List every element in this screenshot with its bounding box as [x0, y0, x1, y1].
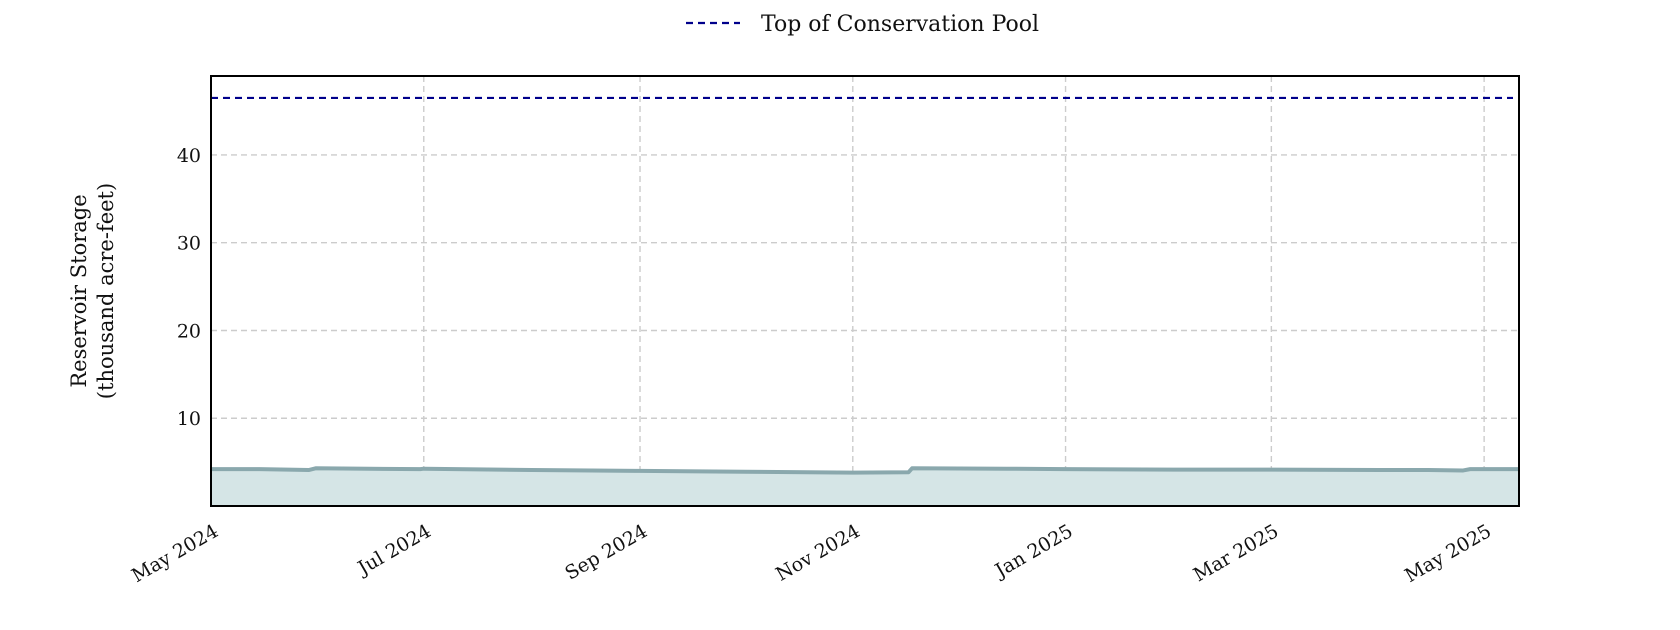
storage-line [211, 466, 1519, 475]
x-tick-label: Jan 2025 [990, 520, 1077, 583]
y-tick-label: 30 [177, 233, 201, 255]
x-tick-label: May 2025 [1401, 520, 1495, 587]
grid [210, 76, 1519, 506]
y-axis-title-line2: (thousand acre-feet) [94, 183, 118, 399]
y-axis-title: Reservoir Storage (thousand acre-feet) [67, 183, 118, 399]
legend: Top of Conservation Pool [686, 12, 1039, 37]
y-axis: 10 20 30 40 [177, 145, 201, 430]
y-axis-title-line1: Reservoir Storage [67, 194, 91, 387]
plot-frame [210, 75, 1520, 507]
y-tick-label: 10 [177, 408, 201, 430]
x-tick-label: Nov 2024 [772, 520, 864, 586]
x-tick-label: May 2024 [128, 520, 222, 587]
legend-label-pool: Top of Conservation Pool [761, 12, 1039, 37]
x-tick-label: Sep 2024 [561, 520, 651, 584]
x-axis: May 2024 Jul 2024 Sep 2024 Nov 2024 Jan 2025… [128, 520, 1495, 587]
y-tick-label: 40 [177, 145, 201, 167]
y-tick-label: 20 [177, 320, 201, 342]
x-tick-label: Mar 2025 [1190, 520, 1283, 586]
x-tick-label: Jul 2024 [353, 520, 435, 580]
plot-data [211, 96, 1519, 506]
storage-area [211, 468, 1519, 506]
